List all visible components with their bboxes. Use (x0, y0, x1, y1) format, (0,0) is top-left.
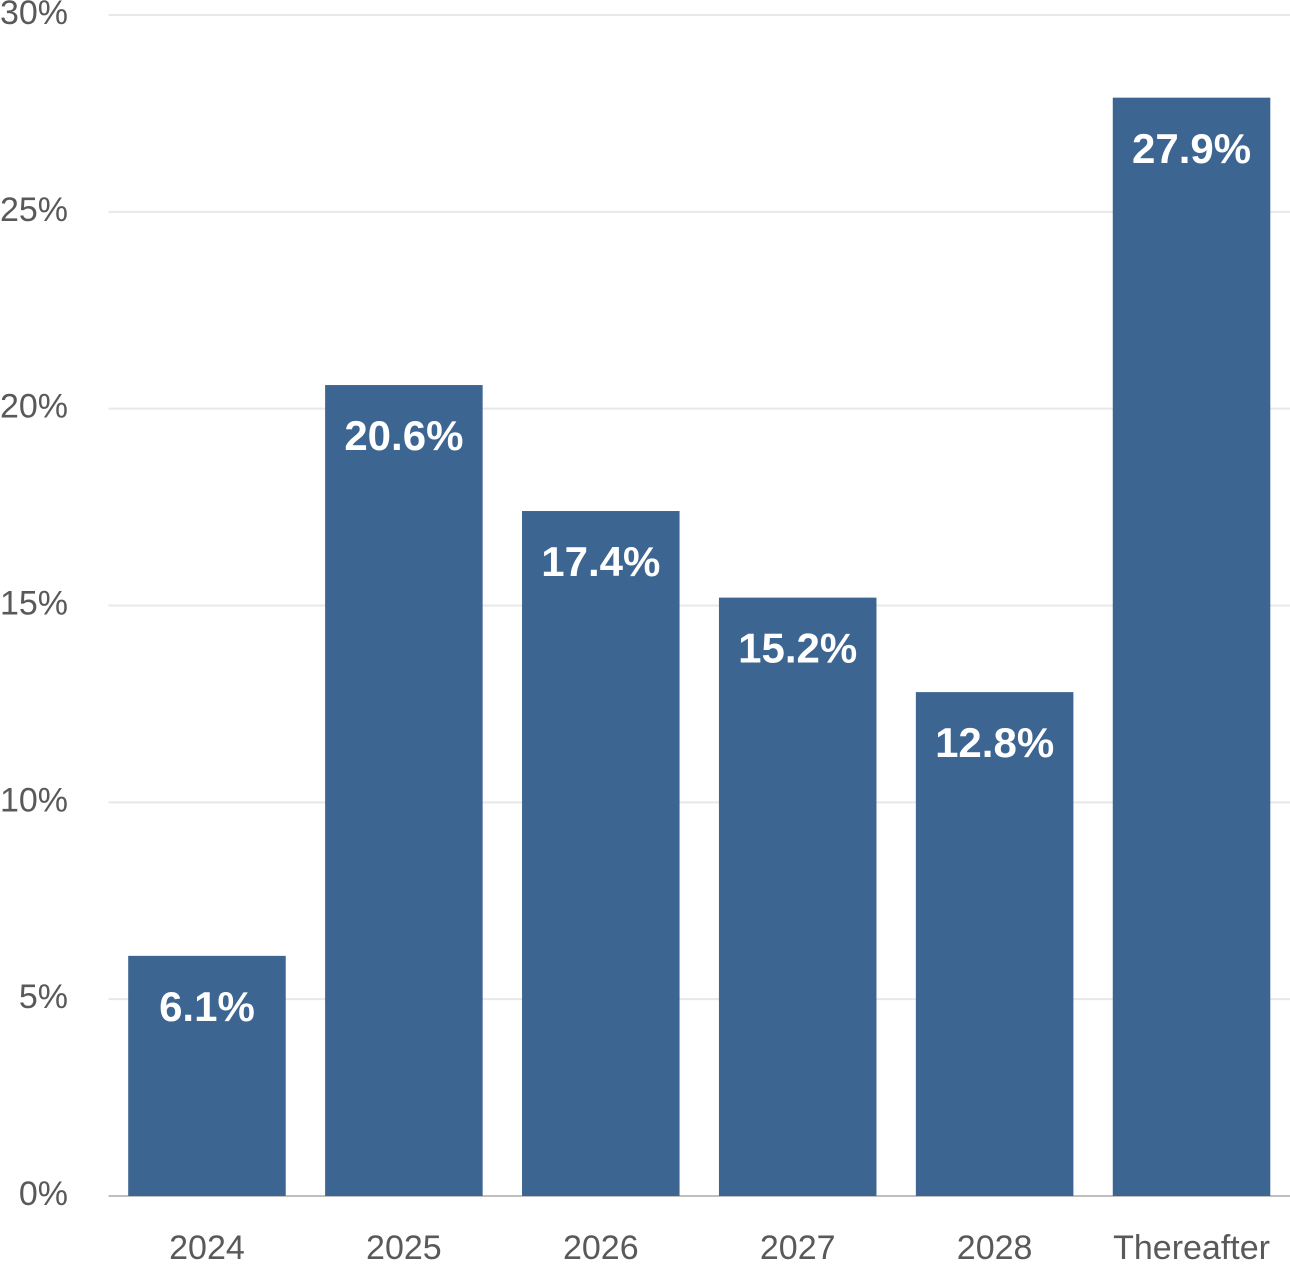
bar (1112, 97, 1271, 1196)
value-label: 17.4% (541, 538, 660, 585)
y-tick-label: 5% (19, 978, 68, 1016)
bar (522, 511, 680, 1196)
bar (718, 597, 877, 1196)
x-tick-label: 2026 (563, 1229, 639, 1264)
x-tick-label: 2027 (760, 1229, 836, 1264)
y-tick-label: 25% (0, 191, 68, 229)
bar (128, 955, 286, 1196)
y-tick-label: 15% (0, 584, 68, 622)
x-tick-label: Thereafter (1113, 1229, 1270, 1264)
y-tick-label: 30% (0, 0, 68, 32)
y-tick-label: 10% (0, 781, 68, 819)
x-tick-label: 2024 (169, 1229, 245, 1264)
x-tick-label: 2028 (957, 1229, 1033, 1264)
value-label: 15.2% (738, 625, 857, 672)
bar (915, 692, 1074, 1196)
y-tick-label: 20% (0, 388, 68, 426)
value-label: 27.9% (1132, 125, 1251, 172)
value-label: 12.8% (935, 719, 1054, 766)
y-tick-label: 0% (19, 1175, 68, 1213)
x-tick-label: 2025 (366, 1229, 442, 1264)
value-label: 6.1% (159, 983, 255, 1030)
value-label: 20.6% (344, 412, 463, 459)
bar (325, 385, 483, 1197)
